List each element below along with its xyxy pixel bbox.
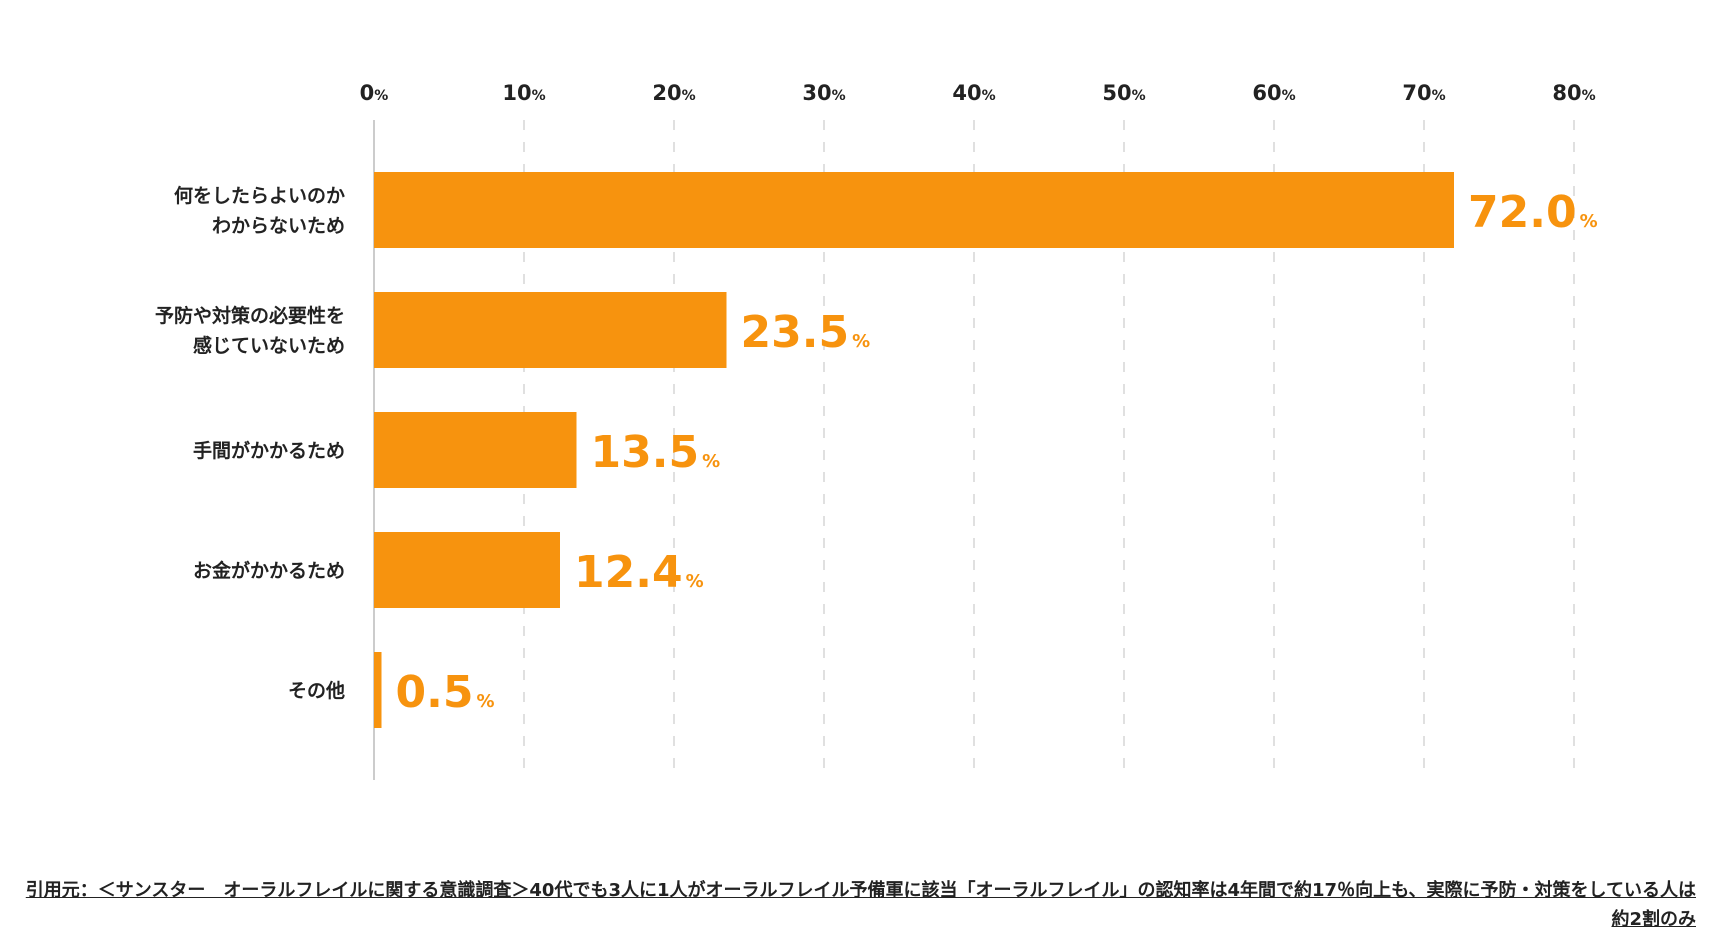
category-label: 手間がかかるため: [193, 439, 345, 462]
tick-label: 60%: [1252, 81, 1295, 105]
value-label: 12.4%: [574, 547, 704, 598]
value-label: 23.5%: [741, 307, 871, 358]
bar-chart: 0% 10% 20% 30% 40% 50% 60% 70% 80% 何をしたらよいのかわからない…: [155, 81, 1598, 780]
value-label: 72.0%: [1468, 187, 1598, 238]
category-label: 予防や対策の必要性を: [155, 304, 345, 327]
tick-label: 20%: [652, 81, 695, 105]
tick-label: 40%: [952, 81, 995, 105]
category-label: 何をしたらよいのか: [174, 184, 345, 207]
tick-label: 10%: [502, 81, 545, 105]
tick-label: 70%: [1402, 81, 1445, 105]
category-label: 感じていないため: [193, 334, 345, 357]
value-label: 0.5%: [396, 667, 495, 718]
tick-label: 50%: [1102, 81, 1145, 105]
bar: [374, 532, 560, 608]
tick-label: 30%: [802, 81, 845, 105]
citation-link[interactable]: 引用元：＜サンスター オーラルフレイルに関する意識調査＞40代でも3人に1人がオ…: [25, 880, 1696, 930]
category-label: お金がかかるため: [193, 559, 345, 582]
bar: [374, 652, 382, 728]
bar: [374, 292, 727, 368]
tick-label: 80%: [1552, 81, 1595, 105]
category-label: その他: [288, 679, 345, 702]
bar: [374, 172, 1454, 248]
tick-label: 0%: [360, 81, 389, 105]
bar: [374, 412, 577, 488]
value-label: 13.5%: [591, 427, 721, 478]
category-label: わからないため: [212, 215, 345, 237]
